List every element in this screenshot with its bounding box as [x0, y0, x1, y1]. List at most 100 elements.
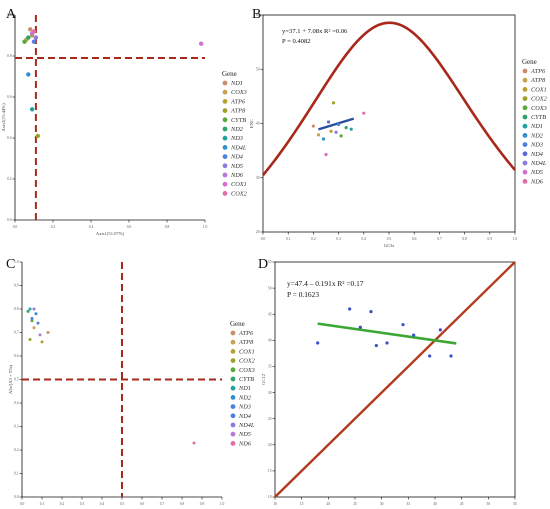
- y-tick-label: 0.4: [7, 136, 12, 140]
- legend-swatch: [222, 89, 228, 95]
- x-tick-label: 0.6: [127, 225, 132, 229]
- data-point-nd3: [30, 316, 34, 320]
- x-tick-label: 0.8: [462, 237, 467, 241]
- data-point-atp6: [311, 124, 315, 128]
- x-tick-label: 0.3: [80, 502, 85, 506]
- x-tick-label: 0.5: [387, 237, 392, 241]
- x-tick-label: 0.4: [362, 237, 367, 241]
- x-tick-label: 0.4: [100, 502, 105, 506]
- data-point-nd4: [36, 321, 40, 325]
- x-tick-label: 0.4: [89, 225, 94, 229]
- regression-line: [317, 322, 457, 345]
- y-tick-label: 35: [268, 365, 272, 369]
- legend-swatch: [230, 413, 236, 419]
- legend-label: ND4L: [530, 160, 547, 167]
- y-axis-label: Axis2(15.44%): [1, 103, 6, 132]
- legend-swatch: [522, 169, 528, 175]
- x-tick-label: 50: [487, 502, 491, 506]
- legend-swatch: [222, 163, 228, 169]
- data-point-cytb: [344, 126, 348, 130]
- legend-swatch: [230, 431, 236, 437]
- legend-title: Gene: [230, 320, 245, 328]
- legend-label: CYTB: [239, 376, 254, 383]
- y-tick-label: 0.6: [14, 354, 19, 358]
- legend-label: ND6: [238, 440, 252, 447]
- legend-label: COX3: [231, 89, 247, 96]
- y-tick-label: 10: [268, 495, 272, 499]
- y-tick-label: 0.4: [14, 401, 19, 405]
- legend-label: ND6: [530, 178, 544, 185]
- data-point-cox3: [339, 134, 343, 138]
- y-tick-label: 0.2: [7, 177, 12, 181]
- legend-swatch: [222, 145, 228, 150]
- data-point: [401, 323, 405, 327]
- panel-letter: B: [252, 7, 261, 22]
- legend-label: ATP6: [238, 330, 254, 337]
- x-tick-label: 0.0: [13, 225, 18, 229]
- data-point-nd5: [38, 333, 42, 337]
- x-tick-label: 0.0: [261, 237, 266, 241]
- x-tick-label: 0.5: [120, 502, 125, 506]
- data-point-cox2: [31, 29, 37, 34]
- data-point-cox1: [199, 41, 204, 46]
- legend-swatch: [230, 395, 236, 400]
- x-tick-label: 0.2: [311, 237, 316, 241]
- y-tick-label: 45: [268, 312, 272, 316]
- data-point-nd6: [192, 441, 196, 445]
- expected-enc-curve: [261, 21, 516, 176]
- panel-letter: C: [6, 257, 15, 272]
- legend-swatch: [230, 404, 236, 409]
- legend-label: ND5: [530, 169, 543, 176]
- data-point-nd4l: [32, 307, 36, 311]
- legend-label: COX1: [239, 348, 255, 355]
- x-tick-label: 0.3: [336, 237, 341, 241]
- legend-swatch: [222, 80, 228, 86]
- y-tick-label: 20: [256, 230, 260, 234]
- legend-swatch: [230, 367, 236, 373]
- x-tick-label: 40: [433, 502, 437, 506]
- y-tick-label: 30: [256, 176, 260, 180]
- legend-label: COX3: [239, 367, 255, 374]
- legend-swatch: [522, 133, 528, 138]
- data-point: [348, 307, 352, 311]
- data-point-cox3: [30, 319, 34, 323]
- x-tick-label: 30: [380, 502, 384, 506]
- legend-title: Gene: [222, 70, 237, 78]
- x-tick-label: 45: [460, 502, 464, 506]
- legend-label: ND2: [530, 132, 544, 139]
- x-tick-label: 0.0: [20, 502, 25, 506]
- y-tick-label: 0.1: [14, 472, 19, 476]
- legend-label: ND4: [238, 413, 251, 420]
- legend-label: COX2: [231, 190, 248, 197]
- legend-swatch: [522, 87, 528, 92]
- legend-swatch: [522, 142, 528, 148]
- legend-swatch: [230, 422, 236, 428]
- legend-swatch: [522, 105, 528, 111]
- x-tick-label: 0.1: [286, 237, 291, 241]
- legend-swatch: [222, 172, 228, 178]
- data-point-cox1: [40, 340, 44, 344]
- panel-letter: A: [6, 7, 17, 22]
- legend-title: Gene: [522, 58, 537, 66]
- legend-label: ND6: [230, 172, 244, 179]
- legend-swatch: [230, 376, 236, 382]
- data-point-nd2: [34, 312, 38, 316]
- legend-label: COX2: [531, 96, 548, 103]
- y-tick-label: 30: [268, 391, 272, 395]
- legend-label: CYTB: [531, 114, 546, 121]
- legend-swatch: [230, 441, 236, 446]
- data-point: [374, 343, 378, 348]
- x-tick-label: 0.6: [140, 502, 145, 506]
- legend-label: COX2: [239, 358, 256, 365]
- legend-swatch: [230, 330, 236, 336]
- legend-swatch: [222, 181, 228, 187]
- legend-swatch: [222, 191, 228, 196]
- data-point-atp8: [316, 133, 321, 137]
- x-axis-label: GC3s: [384, 243, 395, 248]
- data-point-atp8: [32, 326, 36, 330]
- panel-letter: D: [258, 257, 268, 272]
- x-tick-label: 0.2: [51, 225, 56, 229]
- legend-label: ND2: [238, 394, 252, 401]
- y-tick-label: 25: [268, 417, 272, 421]
